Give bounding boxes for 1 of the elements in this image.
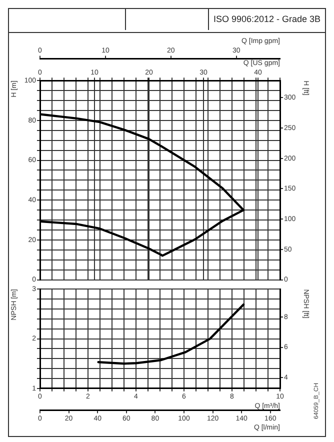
- chart-title: ISO 9906:2012 - Grade 3B: [212, 13, 322, 26]
